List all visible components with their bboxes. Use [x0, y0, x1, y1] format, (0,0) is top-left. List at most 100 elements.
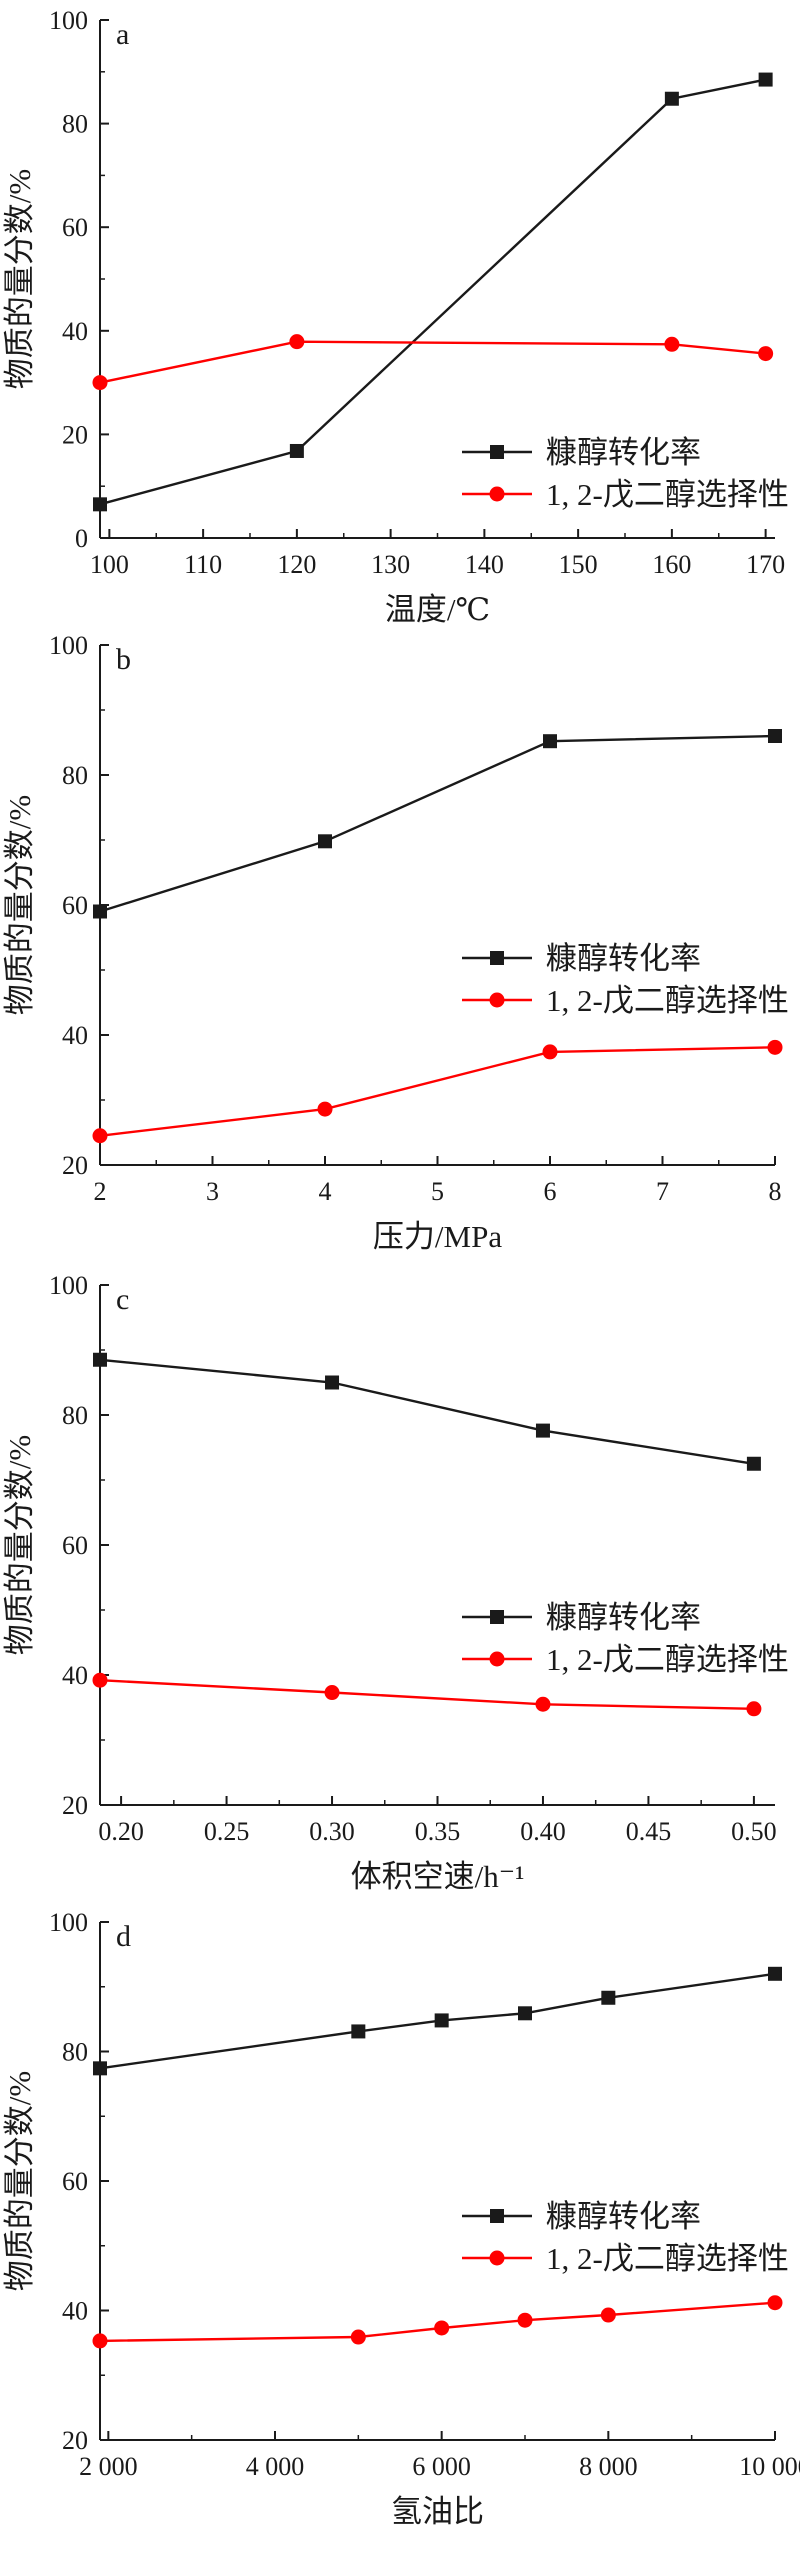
y-tick-label: 60 [62, 1531, 88, 1560]
figure-background [0, 0, 800, 2558]
selectivity-data-point [318, 1102, 333, 1117]
x-tick-label: 140 [465, 550, 504, 579]
x-tick-label: 100 [90, 550, 129, 579]
x-tick-label: 5 [431, 1177, 444, 1206]
y-tick-label: 40 [62, 317, 88, 346]
y-tick-label: 100 [49, 6, 88, 35]
selectivity-data-point [93, 1128, 108, 1143]
y-tick-label: 80 [62, 1401, 88, 1430]
selectivity-data-point [768, 1040, 783, 1055]
selectivity-data-point [93, 1673, 108, 1688]
selectivity-data-point [758, 346, 773, 361]
legend-selectivity-marker [490, 993, 505, 1008]
conversion-data-point [536, 1424, 550, 1438]
y-tick-label: 80 [62, 761, 88, 790]
x-tick-label: 4 000 [246, 2452, 305, 2481]
selectivity-data-point [289, 334, 304, 349]
legend-conversion-marker [490, 445, 504, 459]
selectivity-data-point [601, 2308, 616, 2323]
y-tick-label: 20 [62, 2426, 88, 2455]
selectivity-data-point [535, 1697, 550, 1712]
selectivity-data-point [664, 337, 679, 352]
conversion-data-point [768, 1967, 782, 1981]
y-tick-label: 40 [62, 1021, 88, 1050]
panel-label: c [116, 1283, 129, 1316]
selectivity-data-point [768, 2295, 783, 2310]
y-tick-label: 40 [62, 1661, 88, 1690]
x-tick-label: 0.25 [204, 1817, 250, 1846]
y-axis-title: 物质的量分数/% [2, 2071, 37, 2291]
x-tick-label: 6 [544, 1177, 557, 1206]
selectivity-data-point [518, 2313, 533, 2328]
conversion-data-point [93, 905, 107, 919]
x-tick-label: 0.30 [309, 1817, 355, 1846]
conversion-data-point [747, 1457, 761, 1471]
legend-selectivity-label: 1, 2-戊二醇选择性 [546, 2241, 789, 2276]
x-axis-title: 压力/MPa [373, 1219, 502, 1254]
conversion-data-point [325, 1376, 339, 1390]
y-tick-label: 0 [75, 524, 88, 553]
y-tick-label: 40 [62, 2297, 88, 2326]
y-tick-label: 80 [62, 2038, 88, 2067]
legend-conversion-label: 糠醇转化率 [546, 941, 701, 976]
x-tick-label: 160 [652, 550, 691, 579]
x-tick-label: 2 [94, 1177, 107, 1206]
legend-selectivity-label: 1, 2-戊二醇选择性 [546, 983, 789, 1018]
legend-selectivity-marker [490, 1652, 505, 1667]
selectivity-data-point [325, 1685, 340, 1700]
conversion-data-point [93, 497, 107, 511]
x-tick-label: 6 000 [412, 2452, 471, 2481]
x-axis-title: 温度/℃ [385, 592, 490, 627]
x-axis-title: 体积空速/h⁻¹ [351, 1859, 525, 1894]
y-tick-label: 20 [62, 1151, 88, 1180]
x-tick-label: 130 [371, 550, 410, 579]
x-tick-label: 7 [656, 1177, 669, 1206]
conversion-data-point [768, 729, 782, 743]
legend-selectivity-marker [490, 2251, 505, 2266]
legend-conversion-marker [490, 2209, 504, 2223]
x-axis-title: 氢油比 [391, 2494, 484, 2529]
x-tick-label: 3 [206, 1177, 219, 1206]
selectivity-data-point [93, 2333, 108, 2348]
conversion-data-point [351, 2024, 365, 2038]
x-tick-label: 4 [319, 1177, 332, 1206]
legend-conversion-marker [490, 1610, 504, 1624]
selectivity-data-point [434, 2320, 449, 2335]
selectivity-data-point [543, 1044, 558, 1059]
y-tick-label: 20 [62, 420, 88, 449]
y-tick-label: 80 [62, 110, 88, 139]
x-tick-label: 120 [277, 550, 316, 579]
legend-selectivity-label: 1, 2-戊二醇选择性 [546, 477, 789, 512]
conversion-data-point [759, 73, 773, 87]
y-axis-title: 物质的量分数/% [2, 1435, 37, 1655]
y-axis-title: 物质的量分数/% [2, 169, 37, 389]
panel-label: a [116, 18, 129, 51]
x-tick-label: 110 [184, 550, 222, 579]
selectivity-data-point [351, 2330, 366, 2345]
conversion-data-point [665, 92, 679, 106]
legend-conversion-label: 糠醇转化率 [546, 2199, 701, 2234]
y-tick-label: 60 [62, 891, 88, 920]
x-tick-label: 0.20 [98, 1817, 144, 1846]
x-tick-label: 0.50 [731, 1817, 777, 1846]
conversion-data-point [93, 2061, 107, 2075]
x-tick-label: 8 000 [579, 2452, 638, 2481]
conversion-data-point [543, 734, 557, 748]
selectivity-data-point [746, 1701, 761, 1716]
conversion-data-point [318, 834, 332, 848]
conversion-data-point [93, 1353, 107, 1367]
conversion-data-point [518, 2006, 532, 2020]
legend-conversion-marker [490, 951, 504, 965]
panel-label: b [116, 643, 131, 676]
x-tick-label: 8 [769, 1177, 782, 1206]
selectivity-data-point [93, 375, 108, 390]
y-tick-label: 100 [49, 631, 88, 660]
x-tick-label: 0.35 [415, 1817, 461, 1846]
conversion-data-point [435, 2013, 449, 2027]
conversion-data-point [290, 444, 304, 458]
x-tick-label: 0.40 [520, 1817, 566, 1846]
x-tick-label: 0.45 [626, 1817, 672, 1846]
y-tick-label: 100 [49, 1271, 88, 1300]
y-tick-label: 60 [62, 213, 88, 242]
legend-conversion-label: 糠醇转化率 [546, 435, 701, 470]
